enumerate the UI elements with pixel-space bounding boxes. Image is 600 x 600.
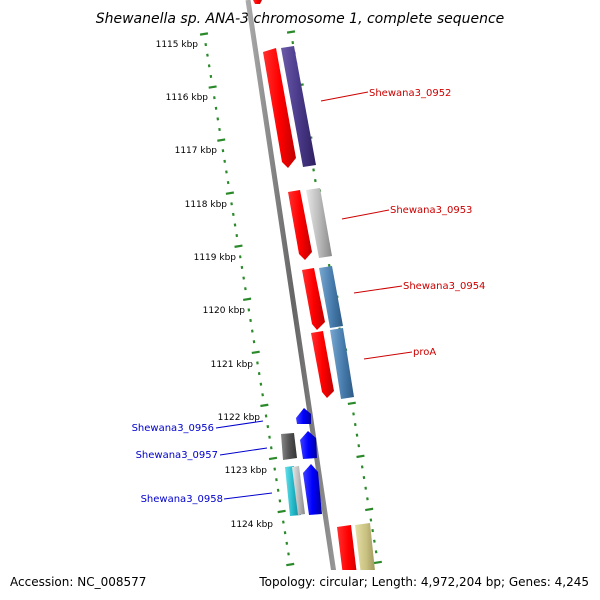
kbp-label: 1122 kbp <box>218 413 261 423</box>
gene-feature[interactable] <box>253 0 262 4</box>
gene-shewana3-0953-red[interactable] <box>288 190 312 260</box>
chromosome-backbone <box>245 0 341 600</box>
gene-shewana3-0952-purple[interactable] <box>281 46 316 167</box>
tick-mark <box>199 32 209 36</box>
kbp-label: 1116 kbp <box>166 93 209 103</box>
kbp-label: 1120 kbp <box>203 306 246 316</box>
tick-mark <box>217 138 226 142</box>
gene-shewana3-0952-red[interactable] <box>263 48 296 168</box>
tick-mark <box>286 562 295 567</box>
gene-proa-red[interactable] <box>311 331 334 398</box>
tick-mark <box>268 456 278 461</box>
tick-mark <box>277 509 286 514</box>
kbp-label: 1118 kbp <box>185 200 228 210</box>
tick-mark <box>356 454 365 459</box>
gene-label-shewana3-0953[interactable]: Shewana3_0953 <box>390 205 472 216</box>
kbp-label: 1115 kbp <box>156 40 199 50</box>
label-connectors <box>215 91 413 500</box>
gene-shewana3-0958-blue[interactable] <box>303 464 322 515</box>
gene-shewana3-0954-red[interactable] <box>302 268 325 330</box>
tick-mark <box>286 30 296 34</box>
tick-mark <box>347 401 356 406</box>
map-title: Shewanella sp. ANA-3 chromosome 1, compl… <box>96 11 505 27</box>
tick-mark <box>260 403 269 408</box>
kbp-label: 1121 kbp <box>211 360 254 370</box>
gene-label-shewana3-0957[interactable]: Shewana3_0957 <box>136 450 218 461</box>
gene-shewana3-0958-gray[interactable] <box>292 466 305 515</box>
tick-mark <box>242 297 252 301</box>
gene-shewana3-0956-blue[interactable] <box>296 408 311 424</box>
gene-label-shewana3-0954[interactable]: Shewana3_0954 <box>403 281 485 292</box>
gene-proa-steelblue[interactable] <box>330 328 354 399</box>
gene-labels-right: Shewana3_0952 Shewana3_0953 Shewana3_095… <box>369 88 485 358</box>
outer-tick-track <box>199 32 297 598</box>
tick-mark <box>373 560 382 565</box>
gene-label-shewana3-0956[interactable]: Shewana3_0956 <box>132 423 214 434</box>
gene-label-proa[interactable]: proA <box>413 347 436 358</box>
gene-shewana3-0953-gray[interactable] <box>306 188 332 258</box>
kbp-label: 1124 kbp <box>231 520 274 530</box>
gene-shewana3-0957-blue[interactable] <box>300 431 317 459</box>
tick-mark <box>365 507 374 512</box>
tick-mark <box>225 191 234 195</box>
tick-mark <box>251 350 260 355</box>
tick-mark <box>234 244 243 248</box>
gene-features <box>253 0 378 600</box>
gene-shewana3-0957-darkgray[interactable] <box>281 433 297 460</box>
topology-text: Topology: circular; Length: 4,972,204 bp… <box>258 575 589 589</box>
kbp-label: 1119 kbp <box>194 253 237 263</box>
accession-text: Accession: NC_008577 <box>10 575 146 589</box>
gene-label-shewana3-0958[interactable]: Shewana3_0958 <box>141 494 223 505</box>
gene-label-shewana3-0952[interactable]: Shewana3_0952 <box>369 88 451 99</box>
kbp-label: 1117 kbp <box>175 146 218 156</box>
tick-mark <box>208 85 217 89</box>
kbp-label: 1123 kbp <box>225 466 268 476</box>
gene-labels-left: Shewana3_0956 Shewana3_0957 Shewana3_095… <box>132 423 223 505</box>
gene-shewana3-0954-steelblue[interactable] <box>319 266 343 328</box>
footer-background <box>0 570 600 600</box>
